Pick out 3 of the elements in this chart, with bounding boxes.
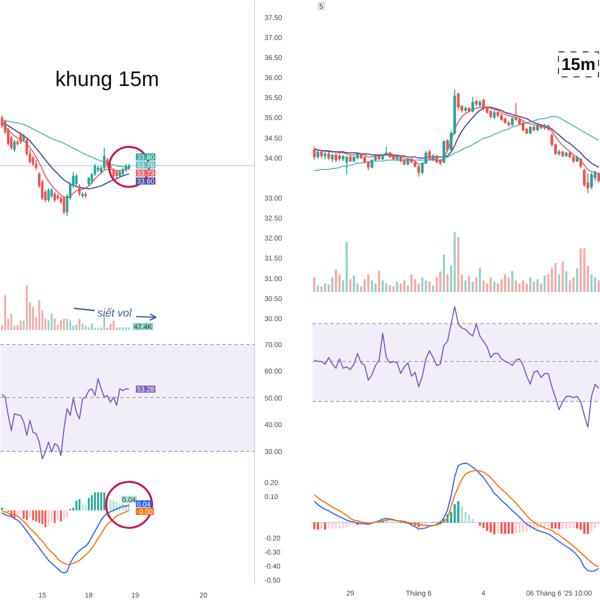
text: khung 15m [55,68,160,92]
annotation: siết vol [97,307,132,320]
chart-title: 15m [561,54,596,74]
